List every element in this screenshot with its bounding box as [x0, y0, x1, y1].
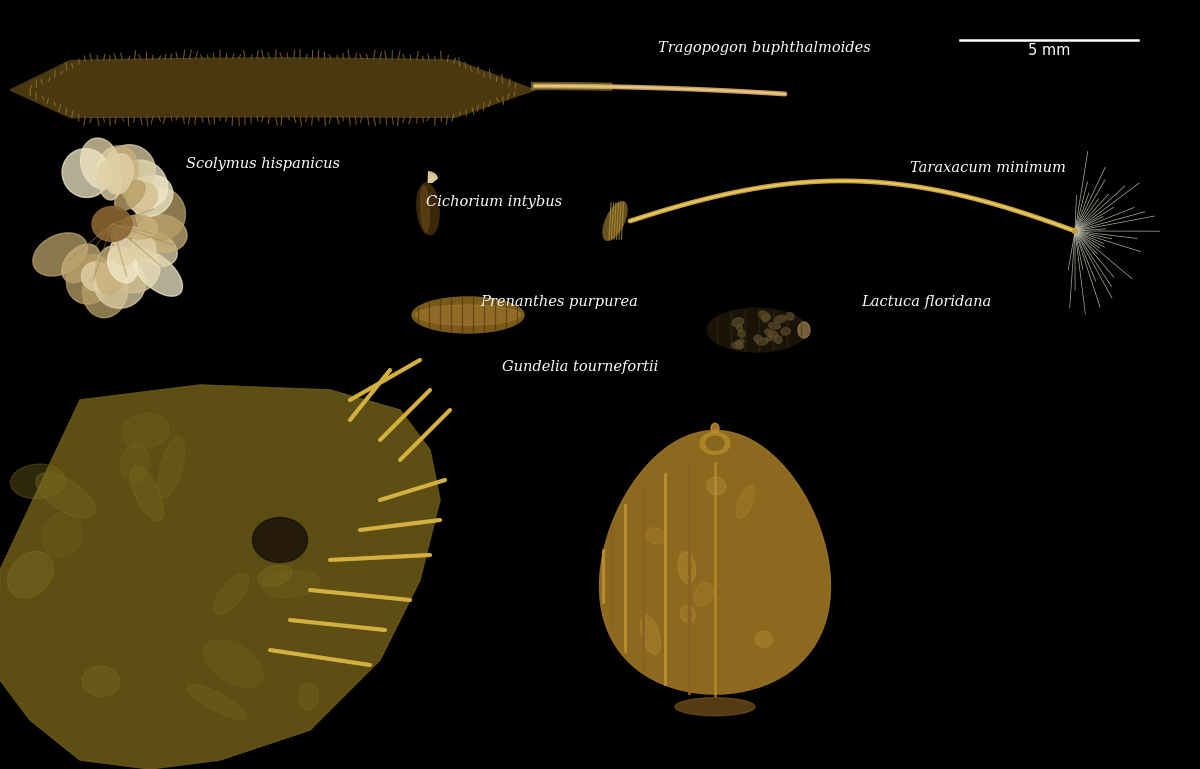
Ellipse shape: [736, 341, 742, 348]
Text: Tragopogon buphthalmoides: Tragopogon buphthalmoides: [658, 41, 870, 55]
Ellipse shape: [157, 437, 185, 498]
Ellipse shape: [110, 225, 156, 258]
Ellipse shape: [707, 477, 726, 495]
Ellipse shape: [700, 432, 730, 454]
Ellipse shape: [252, 518, 307, 562]
Ellipse shape: [602, 201, 628, 241]
Ellipse shape: [766, 336, 775, 341]
Ellipse shape: [97, 146, 138, 191]
Ellipse shape: [416, 183, 439, 235]
Ellipse shape: [755, 631, 773, 647]
Ellipse shape: [36, 473, 96, 518]
Ellipse shape: [1073, 228, 1078, 234]
Ellipse shape: [115, 181, 145, 211]
Ellipse shape: [132, 231, 178, 266]
Ellipse shape: [774, 335, 782, 344]
Ellipse shape: [82, 666, 120, 697]
Ellipse shape: [415, 305, 521, 325]
Ellipse shape: [82, 262, 110, 291]
Ellipse shape: [754, 335, 762, 342]
Polygon shape: [0, 385, 440, 769]
Ellipse shape: [678, 551, 696, 583]
Ellipse shape: [95, 246, 125, 295]
Text: Taraxacum minimum: Taraxacum minimum: [910, 161, 1066, 175]
Ellipse shape: [781, 328, 791, 335]
Ellipse shape: [83, 263, 127, 318]
Ellipse shape: [258, 565, 292, 586]
Text: Lactuca floridana: Lactuca floridana: [862, 295, 992, 309]
Ellipse shape: [62, 148, 110, 198]
Ellipse shape: [774, 315, 786, 323]
Ellipse shape: [94, 258, 145, 308]
Ellipse shape: [263, 526, 298, 554]
Ellipse shape: [130, 175, 173, 216]
Polygon shape: [10, 58, 535, 118]
Ellipse shape: [112, 247, 160, 293]
Ellipse shape: [66, 255, 113, 304]
Ellipse shape: [203, 640, 263, 687]
Text: Gundelia tournefortii: Gundelia tournefortii: [502, 360, 658, 374]
Ellipse shape: [187, 684, 247, 720]
Ellipse shape: [412, 297, 524, 333]
Ellipse shape: [7, 551, 54, 598]
Ellipse shape: [768, 322, 780, 329]
Ellipse shape: [214, 574, 248, 614]
Ellipse shape: [136, 188, 186, 240]
Ellipse shape: [97, 160, 121, 200]
Ellipse shape: [737, 339, 744, 345]
Ellipse shape: [737, 325, 743, 331]
Ellipse shape: [706, 436, 724, 451]
Ellipse shape: [132, 250, 182, 296]
Ellipse shape: [732, 342, 744, 349]
Ellipse shape: [421, 186, 430, 232]
Ellipse shape: [694, 582, 714, 606]
Text: 5 mm: 5 mm: [1027, 42, 1070, 58]
Ellipse shape: [758, 311, 770, 321]
Ellipse shape: [764, 329, 774, 336]
Ellipse shape: [131, 466, 163, 521]
Ellipse shape: [126, 182, 157, 211]
Ellipse shape: [768, 331, 778, 338]
Ellipse shape: [732, 318, 744, 326]
Ellipse shape: [647, 528, 666, 544]
Ellipse shape: [641, 615, 660, 654]
Ellipse shape: [61, 244, 100, 283]
Ellipse shape: [707, 308, 808, 352]
Ellipse shape: [137, 215, 187, 252]
Ellipse shape: [80, 138, 120, 188]
Polygon shape: [600, 431, 830, 694]
Polygon shape: [600, 431, 830, 694]
Ellipse shape: [674, 697, 755, 716]
Text: Cichorium intybus: Cichorium intybus: [426, 195, 562, 209]
Ellipse shape: [104, 154, 133, 194]
Text: Prenanthes purpurea: Prenanthes purpurea: [480, 295, 638, 309]
Ellipse shape: [32, 233, 88, 276]
Text: Scolymus hispanicus: Scolymus hispanicus: [186, 157, 340, 171]
Ellipse shape: [110, 238, 136, 265]
Ellipse shape: [710, 423, 719, 433]
Polygon shape: [0, 385, 440, 769]
Ellipse shape: [798, 322, 810, 338]
Ellipse shape: [42, 513, 83, 558]
Ellipse shape: [122, 413, 169, 448]
Ellipse shape: [120, 444, 149, 483]
Ellipse shape: [108, 246, 138, 283]
Ellipse shape: [762, 315, 768, 322]
Ellipse shape: [262, 570, 319, 598]
Ellipse shape: [121, 215, 157, 239]
Ellipse shape: [737, 485, 755, 518]
Ellipse shape: [299, 684, 319, 711]
Ellipse shape: [786, 313, 794, 320]
Ellipse shape: [680, 605, 696, 623]
Ellipse shape: [92, 207, 132, 241]
Ellipse shape: [738, 331, 745, 338]
Ellipse shape: [756, 338, 768, 345]
Ellipse shape: [104, 145, 155, 194]
Ellipse shape: [11, 464, 65, 498]
Ellipse shape: [119, 160, 168, 208]
